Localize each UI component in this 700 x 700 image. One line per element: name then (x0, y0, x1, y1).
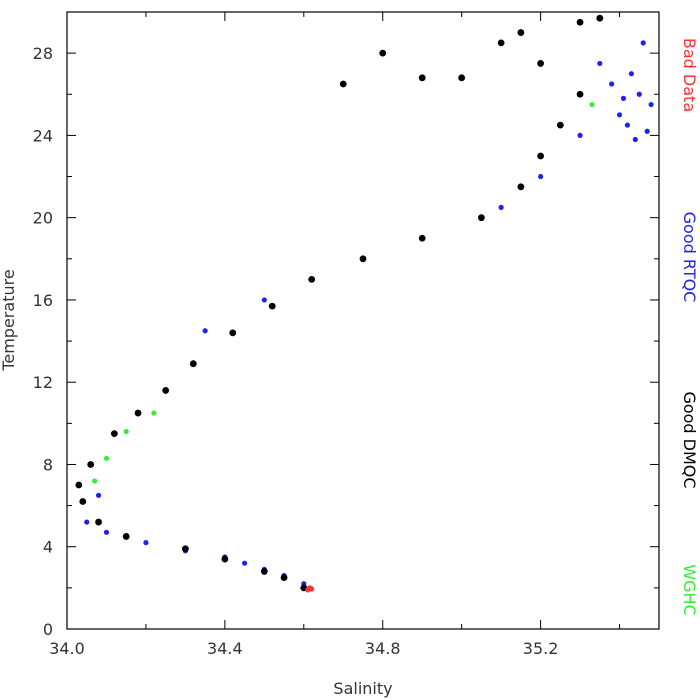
data-point (229, 329, 237, 337)
data-point (556, 121, 564, 129)
data-point (202, 328, 208, 334)
data-point (84, 519, 90, 525)
data-point (597, 60, 603, 67)
data-point (359, 255, 367, 263)
data-point (517, 183, 525, 191)
x-tick-label: 34.0 (49, 639, 85, 658)
data-point (628, 71, 634, 77)
data-point (143, 540, 149, 546)
data-point (260, 568, 268, 575)
y-tick-labels: 0 4 8 12 16 20 24 28 (33, 44, 53, 639)
data-point (418, 234, 426, 242)
data-point (242, 560, 248, 566)
data-point (624, 122, 631, 128)
data-point (103, 455, 110, 461)
axis-ticks (66, 12, 659, 630)
data-point (648, 101, 654, 108)
data-point (636, 91, 642, 97)
data-point (221, 555, 229, 563)
data-point (339, 80, 347, 88)
data-point (92, 478, 98, 484)
y-tick-label: 4 (43, 538, 53, 557)
data-point (576, 90, 584, 98)
data-point (640, 40, 646, 46)
data-point (123, 428, 129, 435)
data-point (308, 275, 316, 283)
data-point (458, 74, 466, 82)
data-point (151, 410, 157, 416)
data-point (620, 95, 627, 101)
data-point (79, 498, 87, 505)
data-point (616, 112, 623, 118)
data-point (478, 214, 485, 222)
y-tick-label: 16 (33, 291, 53, 310)
x-tick-label: 34.4 (207, 639, 243, 658)
y-tick-label: 20 (33, 209, 53, 228)
data-point (103, 529, 110, 535)
data-point (498, 204, 504, 210)
data-point (87, 461, 95, 468)
legend-entry: Bad Data (680, 38, 699, 112)
data-point (268, 302, 276, 310)
data-point (538, 173, 544, 180)
data-point (162, 387, 170, 394)
plot-frame (66, 11, 660, 630)
data-point (577, 132, 583, 138)
x-tick-labels: 34.0 34.4 34.8 35.2 (49, 639, 558, 658)
data-point (497, 39, 505, 47)
data-points (75, 14, 654, 593)
data-point (609, 81, 615, 87)
data-point (110, 430, 118, 438)
x-tick-label: 35.2 (523, 639, 559, 658)
y-axis-title: Temperature (0, 269, 18, 371)
data-point (596, 14, 604, 22)
data-point (537, 152, 544, 160)
y-tick-label: 0 (43, 620, 53, 639)
data-point (261, 297, 267, 303)
data-point (576, 18, 584, 26)
data-point (632, 136, 638, 143)
x-axis-title: Salinity (333, 679, 392, 698)
y-tick-label: 12 (33, 373, 53, 392)
data-point (418, 74, 426, 82)
data-point (95, 518, 102, 526)
data-point (537, 60, 544, 67)
data-point (134, 409, 142, 417)
data-point (307, 585, 313, 591)
y-tick-label: 24 (33, 126, 53, 145)
y-tick-label: 28 (33, 44, 53, 63)
data-point (280, 574, 288, 581)
data-point (122, 533, 130, 540)
legend: Bad Data Good RTQC Good DMQC WGHC (680, 38, 699, 616)
data-point (379, 49, 387, 57)
x-tick-label: 34.8 (365, 639, 401, 658)
data-point (189, 360, 197, 368)
data-point (517, 29, 525, 36)
data-point (75, 481, 83, 489)
legend-entry: Good RTQC (680, 212, 699, 303)
y-tick-label: 8 (43, 455, 53, 474)
data-point (644, 128, 650, 134)
data-point (182, 545, 189, 553)
data-point (589, 101, 595, 108)
legend-entry: WGHC (680, 564, 699, 615)
data-point (95, 492, 102, 498)
legend-entry: Good DMQC (680, 391, 699, 488)
